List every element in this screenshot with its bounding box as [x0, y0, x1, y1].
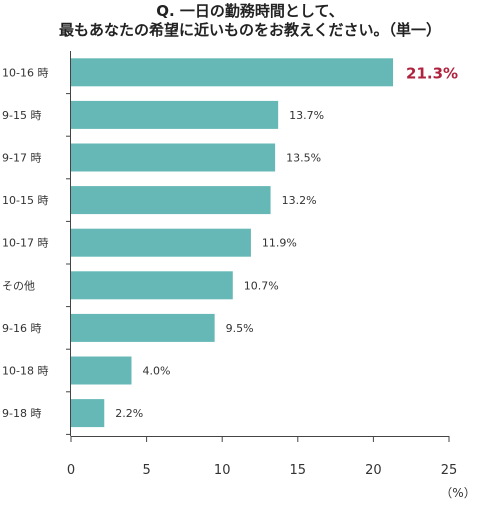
category-label: 10-18 時	[2, 365, 48, 378]
chart-title-line-1: Q. 一日の勤務時間として、	[156, 2, 344, 20]
bar	[71, 399, 105, 428]
value-label: 13.2%	[282, 194, 317, 207]
x-tick-label: 25	[441, 463, 458, 478]
bar	[71, 143, 276, 172]
x-tick-label: 5	[142, 463, 150, 478]
unit-label: （%）	[440, 486, 475, 500]
value-label: 9.5%	[226, 322, 254, 335]
category-label: 10-15 時	[2, 194, 48, 207]
bar	[71, 271, 233, 300]
bar	[71, 356, 132, 385]
value-label: 10.7%	[244, 279, 279, 292]
x-tick-label: 0	[67, 463, 75, 478]
bar	[71, 228, 251, 257]
value-label: 13.7%	[289, 109, 324, 122]
bar	[71, 58, 394, 87]
value-label: 4.0%	[142, 365, 170, 378]
value-label: 21.3%	[406, 64, 458, 82]
bar	[71, 100, 279, 129]
value-label: 11.9%	[262, 237, 297, 250]
category-label: 9-15 時	[2, 109, 41, 122]
category-label: 10-17 時	[2, 237, 48, 250]
category-label: 9-18 時	[2, 407, 41, 420]
category-label: 9-16 時	[2, 322, 41, 335]
x-tick-label: 20	[365, 463, 382, 478]
category-label: 10-16 時	[2, 66, 48, 79]
bar	[71, 313, 215, 342]
value-label: 2.2%	[115, 407, 143, 420]
x-tick-label: 15	[290, 463, 307, 478]
value-label: 13.5%	[286, 152, 321, 165]
category-label: その他	[2, 279, 35, 292]
bar	[71, 186, 271, 215]
category-label: 9-17 時	[2, 152, 41, 165]
chart-title-line-2: 最もあなたの希望に近いものをお教えください。（単一）	[58, 21, 442, 39]
x-tick-label: 10	[214, 463, 231, 478]
